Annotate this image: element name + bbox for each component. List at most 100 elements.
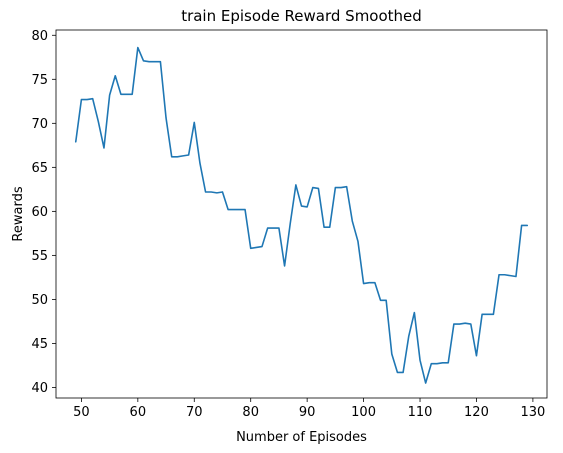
data-point <box>402 372 404 374</box>
data-point <box>86 99 88 101</box>
x-tick-label: 120 <box>464 405 489 420</box>
data-point <box>329 226 331 228</box>
y-tick-label: 55 <box>31 249 48 264</box>
y-tick-label: 40 <box>31 381 48 396</box>
data-point <box>323 226 325 228</box>
data-point <box>368 282 370 284</box>
data-point <box>182 155 184 157</box>
y-axis-title: Rewards <box>11 186 26 241</box>
data-point <box>126 93 128 95</box>
data-point <box>380 299 382 301</box>
x-tick-label: 130 <box>520 405 545 420</box>
data-point <box>431 363 433 365</box>
x-axis-title: Number of Episodes <box>236 430 367 445</box>
data-point <box>442 362 444 364</box>
y-tick-label: 50 <box>31 293 48 308</box>
x-tick-label: 50 <box>73 405 90 420</box>
data-point <box>92 98 94 100</box>
data-point <box>114 75 116 77</box>
data-point <box>267 227 269 229</box>
data-point <box>464 322 466 324</box>
data-point <box>363 283 365 285</box>
data-point <box>160 61 162 63</box>
data-point <box>278 227 280 229</box>
data-point <box>284 265 286 267</box>
x-tick-label: 90 <box>299 405 316 420</box>
data-point <box>143 60 145 62</box>
data-point <box>103 147 105 149</box>
data-point <box>171 156 173 158</box>
series-line <box>74 46 529 384</box>
data-point <box>385 299 387 301</box>
data-point <box>306 206 308 208</box>
data-point <box>526 225 528 227</box>
data-point <box>459 323 461 325</box>
data-point <box>261 246 263 248</box>
data-point <box>476 355 478 357</box>
data-point <box>148 61 150 63</box>
data-point <box>250 248 252 250</box>
data-point <box>498 274 500 276</box>
data-point <box>335 187 337 189</box>
data-point <box>256 247 258 249</box>
data-point <box>351 220 353 222</box>
data-point <box>81 99 83 101</box>
data-point <box>301 205 303 207</box>
x-tick-label: 110 <box>408 405 433 420</box>
data-point <box>521 225 523 227</box>
data-point <box>165 117 167 119</box>
data-point <box>408 336 410 338</box>
data-point <box>177 156 179 158</box>
data-point <box>199 162 201 164</box>
data-point <box>481 314 483 316</box>
data-point <box>340 187 342 189</box>
data-point <box>515 276 517 278</box>
data-point <box>470 323 472 325</box>
data-point <box>216 192 218 194</box>
y-tick-label: 80 <box>31 29 48 44</box>
data-point <box>346 186 348 188</box>
data-point <box>453 323 455 325</box>
data-point <box>504 274 506 276</box>
y-tick-label: 75 <box>31 73 48 88</box>
data-point <box>75 141 77 143</box>
y-tick-label: 70 <box>31 117 48 132</box>
data-point <box>447 362 449 364</box>
chart-title: train Episode Reward Smoothed <box>181 7 422 25</box>
data-point <box>205 191 207 193</box>
y-tick-label: 45 <box>31 337 48 352</box>
data-point <box>419 359 421 361</box>
data-point <box>487 314 489 316</box>
x-tick-label: 70 <box>186 405 203 420</box>
data-point <box>414 312 416 314</box>
plot-area: 50 60 70 80 90 100 110 120 130 40 45 50 55 60 65 70 75 80 <box>31 29 548 420</box>
data-point <box>98 121 100 123</box>
data-point <box>272 227 274 229</box>
x-tick-label: 60 <box>130 405 147 420</box>
data-point <box>244 209 246 211</box>
x-tick-label: 80 <box>242 405 259 420</box>
x-tick-label: 100 <box>351 405 376 420</box>
y-tick-label: 65 <box>31 161 48 176</box>
y-tick-label: 60 <box>31 205 48 220</box>
data-point <box>137 47 139 49</box>
data-point <box>318 188 320 190</box>
data-point <box>510 275 512 277</box>
data-point <box>210 191 212 193</box>
data-point <box>374 282 376 284</box>
data-point <box>131 93 133 95</box>
data-point <box>312 187 314 189</box>
data-point <box>295 184 297 186</box>
data-point <box>227 209 229 211</box>
data-point <box>233 209 235 211</box>
plot-frame <box>55 29 548 399</box>
data-point <box>436 363 438 365</box>
data-point <box>493 314 495 316</box>
data-point <box>109 94 111 96</box>
data-point <box>193 122 195 124</box>
data-point <box>391 353 393 355</box>
data-point <box>188 154 190 156</box>
data-point <box>239 209 241 211</box>
data-point <box>357 240 359 242</box>
